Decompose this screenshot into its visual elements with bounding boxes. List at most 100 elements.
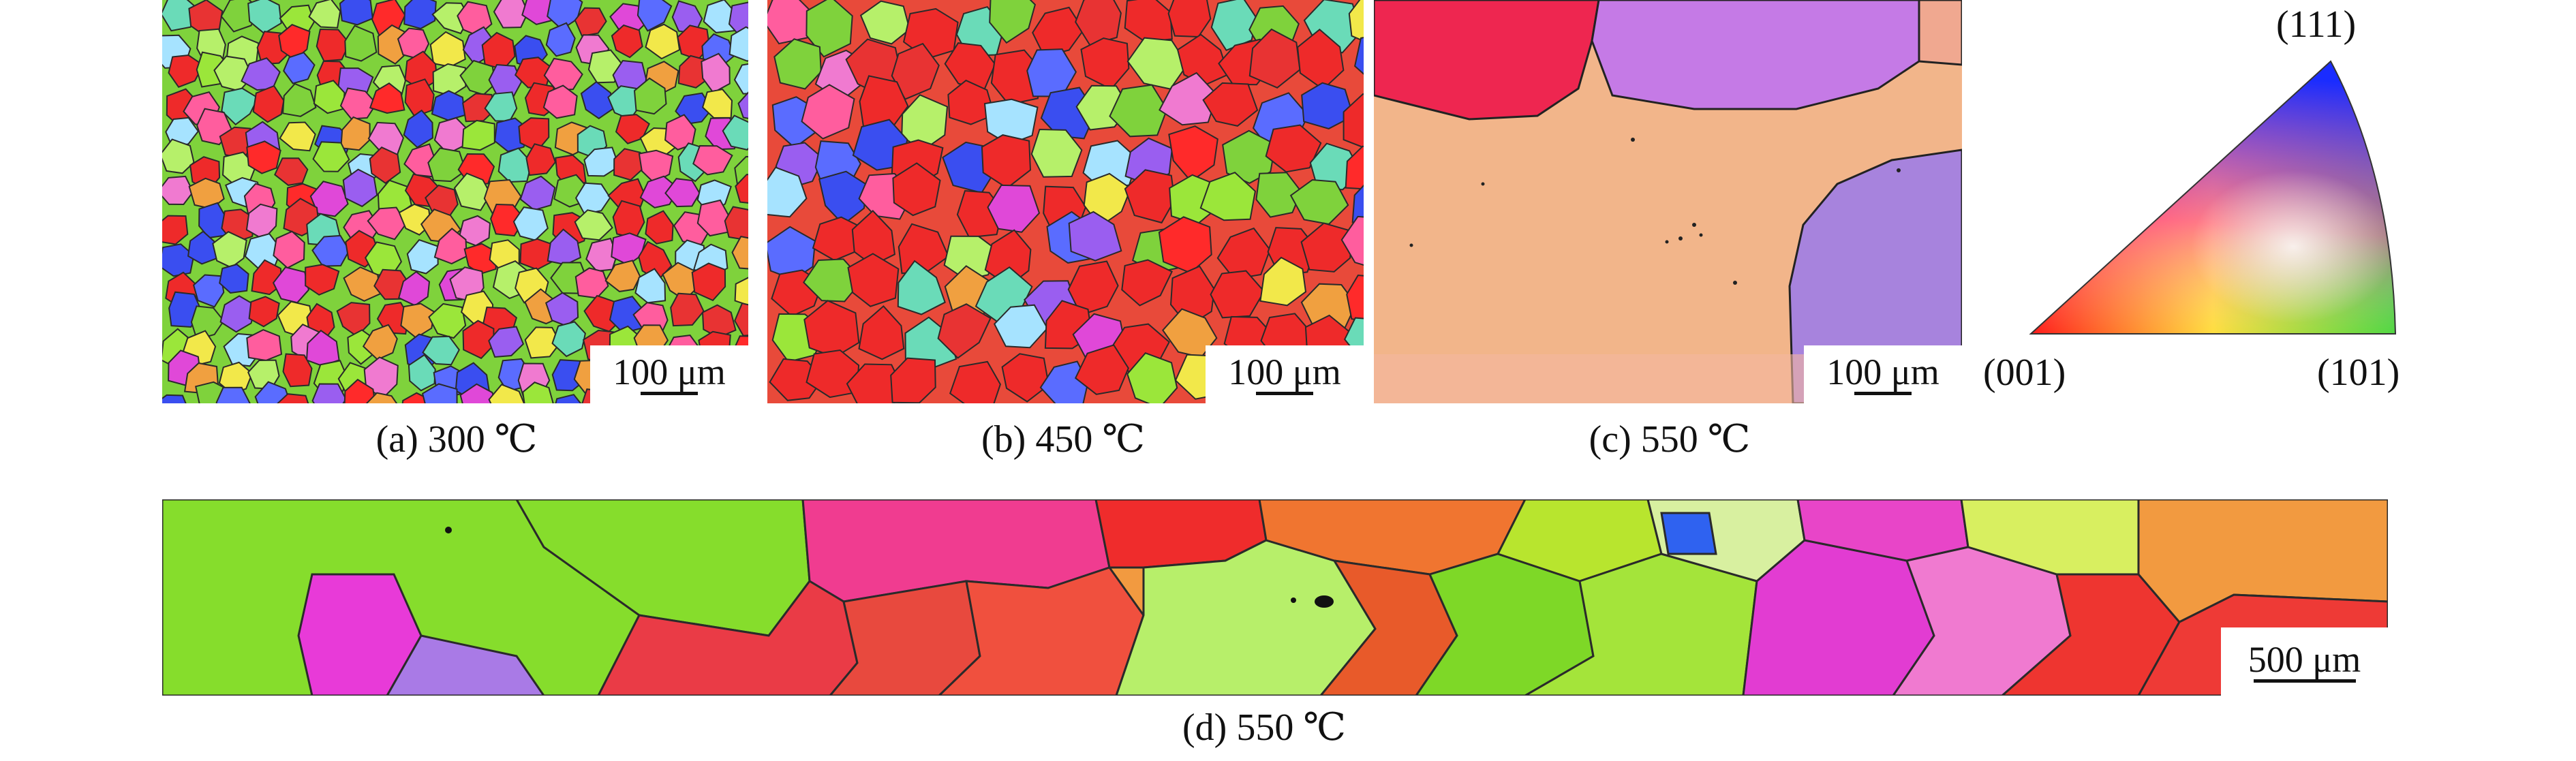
grain <box>1075 0 1122 46</box>
grain <box>369 82 405 114</box>
grain <box>311 383 347 403</box>
ipf-label-111: (111) <box>2276 3 2357 46</box>
scale-bar-c: 100 μm <box>1804 345 1962 403</box>
ipf-label-001: (001) <box>1983 352 2066 394</box>
grain <box>892 162 941 217</box>
grain <box>453 172 491 211</box>
grain <box>404 78 435 118</box>
grain <box>192 274 225 308</box>
grain <box>1216 227 1271 280</box>
grain <box>1121 259 1174 307</box>
grain <box>282 353 313 388</box>
ipf-color-key: (111) (001) (101) <box>1983 0 2426 409</box>
grain <box>1124 169 1176 224</box>
grain <box>254 381 292 403</box>
scale-bar-label-b: 100 μm <box>1228 352 1341 392</box>
grain-map-d <box>162 499 2388 696</box>
grain <box>1199 172 1256 221</box>
grain <box>343 378 376 403</box>
grain <box>773 38 822 90</box>
grain <box>241 57 281 91</box>
grain <box>311 234 350 267</box>
grain <box>1222 129 1276 185</box>
caption-a: (a) 300 ℃ <box>375 418 538 461</box>
caption-b: (b) 450 ℃ <box>981 418 1145 461</box>
grain <box>219 263 249 294</box>
grain <box>406 238 439 275</box>
grain <box>1346 275 1364 322</box>
grain <box>162 175 194 206</box>
grain <box>611 24 643 59</box>
grain <box>421 383 458 403</box>
grain <box>692 144 733 176</box>
grain <box>273 230 305 269</box>
grain <box>1030 128 1083 178</box>
grain <box>247 0 282 35</box>
grain <box>283 52 316 84</box>
grain <box>1345 145 1364 190</box>
grain <box>431 2 470 35</box>
grain <box>984 229 1032 288</box>
ipf-label-101: (101) <box>2317 352 2400 394</box>
grain <box>947 79 996 125</box>
grain <box>365 392 398 403</box>
grain <box>1348 0 1364 42</box>
grain <box>890 357 936 403</box>
grain <box>983 98 1039 146</box>
grain <box>664 114 696 151</box>
grain <box>274 157 309 186</box>
grain <box>162 215 189 245</box>
grain <box>488 326 525 358</box>
grain <box>272 266 309 304</box>
grain <box>1202 82 1259 127</box>
grain <box>729 26 748 62</box>
grain <box>215 386 251 403</box>
scale-bar-d: 500 μm <box>2221 627 2388 696</box>
scale-bar-label-c: 100 μm <box>1826 352 1939 392</box>
caption-d: (d) 550 ℃ <box>1182 706 1346 749</box>
grain <box>1124 0 1173 43</box>
grain <box>278 24 311 61</box>
ebsd-map-c: 100 μm <box>1374 0 1962 403</box>
grain <box>551 321 586 358</box>
grain <box>767 166 808 218</box>
grain <box>422 335 460 366</box>
grain <box>343 266 382 302</box>
grain <box>846 363 905 403</box>
grain <box>461 119 495 151</box>
grain <box>989 0 1037 44</box>
grain <box>981 134 1032 189</box>
grain <box>369 146 401 185</box>
scale-bar-line-a <box>641 392 698 395</box>
grain <box>168 54 204 89</box>
grain <box>277 393 309 403</box>
grain <box>949 360 1001 403</box>
grain <box>1353 37 1364 75</box>
grain <box>403 0 437 30</box>
grain <box>488 384 525 403</box>
grain <box>279 121 316 152</box>
grain <box>637 0 673 32</box>
grain <box>512 206 549 241</box>
ipf-triangle <box>2029 60 2397 335</box>
grain <box>1259 256 1307 307</box>
grain <box>519 175 556 211</box>
grain <box>1210 0 1257 52</box>
grain <box>342 168 378 208</box>
grain-map-a <box>162 0 748 403</box>
grain <box>340 116 371 151</box>
grain <box>313 80 346 114</box>
grain <box>737 91 748 119</box>
grain <box>767 0 812 45</box>
grain <box>801 84 855 140</box>
grain <box>1297 28 1345 91</box>
grain <box>1068 211 1122 262</box>
scale-bar-line-b <box>1256 392 1313 395</box>
grain <box>722 114 748 151</box>
grain <box>731 235 748 270</box>
grain <box>427 147 467 183</box>
grain <box>633 77 667 115</box>
grain <box>463 243 497 275</box>
grain <box>312 141 350 172</box>
scale-bar-line-c <box>1854 392 1912 395</box>
